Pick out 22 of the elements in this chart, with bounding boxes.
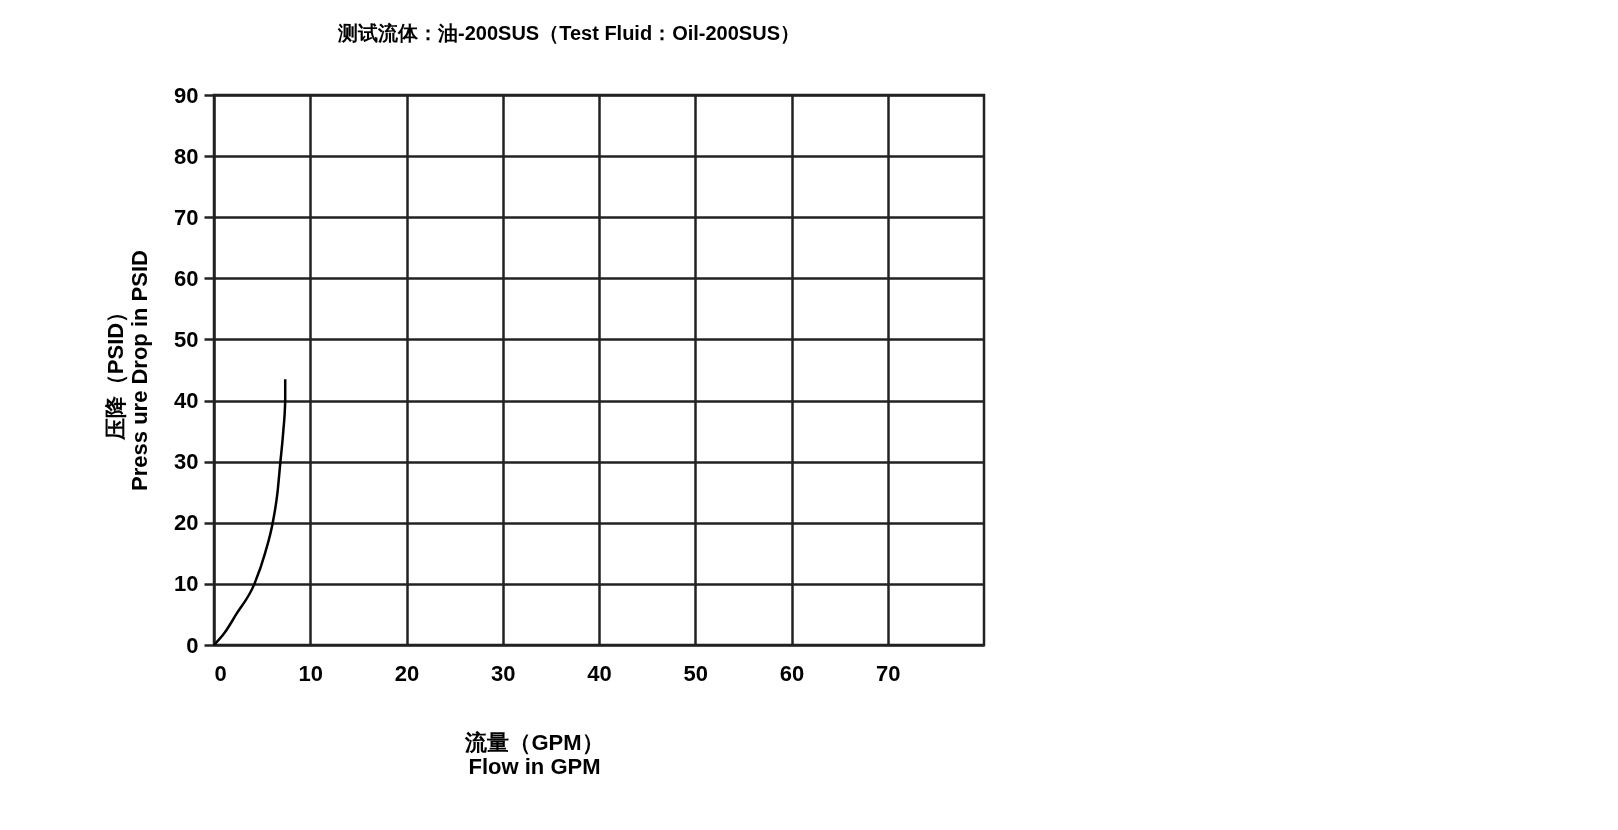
y-tick-label: 30 — [174, 449, 199, 475]
x-tick-label: 60 — [779, 660, 805, 686]
x-tick-label: 70 — [876, 660, 901, 686]
y-tick-label: 20 — [174, 510, 199, 536]
x-axis-title: 流量（GPM） Flow in GPM — [464, 729, 604, 779]
y-tick-label: 70 — [174, 204, 199, 230]
y-axis-title: 压降（PSID） Press ure Drop in PSID — [103, 250, 153, 491]
x-tick-label: 50 — [683, 660, 708, 686]
y-tick-label: 0 — [186, 632, 199, 658]
y-tick-label: 80 — [174, 143, 199, 169]
chart-title: 测试流体：油-200SUS（Test Fluid：Oil-200SUS） — [337, 22, 800, 44]
x-tick-label: 30 — [491, 660, 516, 686]
x-tick-label: 10 — [298, 660, 323, 686]
x-tick-label: 40 — [587, 660, 612, 686]
y-tick-label: 60 — [174, 265, 199, 291]
y-tick-label: 10 — [174, 571, 199, 597]
y-tick-label: 90 — [174, 82, 199, 108]
y-tick-label: 40 — [174, 388, 199, 414]
line-series — [212, 377, 287, 647]
x-tick-label: 20 — [394, 660, 420, 686]
y-tick-label: 50 — [174, 326, 199, 352]
x-tick-label: 0 — [214, 660, 227, 686]
